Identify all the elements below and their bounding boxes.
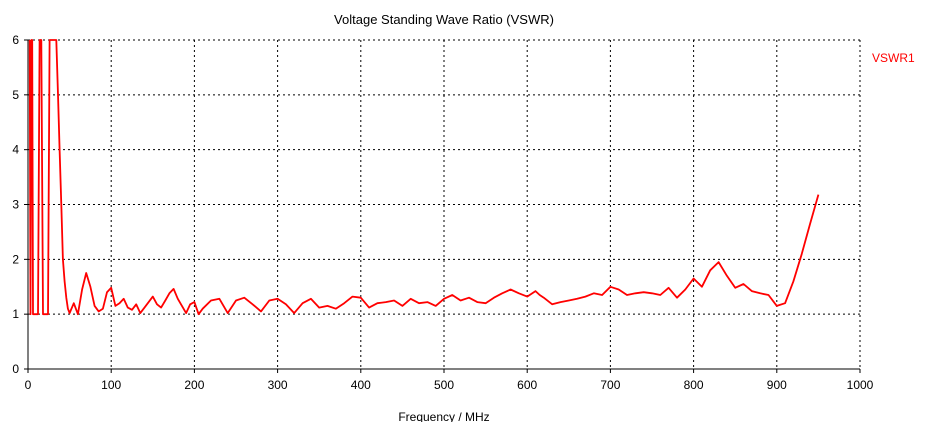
chart-title: Voltage Standing Wave Ratio (VSWR) xyxy=(334,12,554,27)
y-tick-label: 5 xyxy=(12,88,19,102)
x-tick-labels: 0 100 200 300 400 500 600 700 800 900 1000 xyxy=(25,378,874,392)
x-tick-label: 800 xyxy=(684,378,704,392)
x-tick-label: 1000 xyxy=(847,378,874,392)
y-tick-label: 4 xyxy=(12,143,19,157)
axes xyxy=(24,39,861,373)
y-tick-label: 2 xyxy=(12,252,19,266)
x-tick-label: 300 xyxy=(268,378,288,392)
x-tick-label: 0 xyxy=(25,378,32,392)
y-tick-label: 6 xyxy=(12,33,19,47)
x-tick-label: 400 xyxy=(351,378,371,392)
y-tick-label: 3 xyxy=(12,198,19,212)
plot-area xyxy=(28,39,820,316)
x-axis-label: Frequency / MHz xyxy=(398,410,489,422)
x-tick-label: 700 xyxy=(600,378,620,392)
x-tick-label: 500 xyxy=(434,378,454,392)
legend-entry-vswr1: VSWR1 xyxy=(872,51,915,65)
y-tick-label: 1 xyxy=(12,307,19,321)
x-tick-label: 200 xyxy=(184,378,204,392)
grid-lines xyxy=(28,39,861,369)
y-tick-labels: 0 1 2 3 4 5 6 xyxy=(12,33,19,376)
series-line-vswr1 xyxy=(28,39,820,316)
x-tick-label: 900 xyxy=(767,378,787,392)
x-tick-label: 100 xyxy=(101,378,121,392)
x-tick-label: 600 xyxy=(517,378,537,392)
y-tick-label: 0 xyxy=(12,362,19,376)
